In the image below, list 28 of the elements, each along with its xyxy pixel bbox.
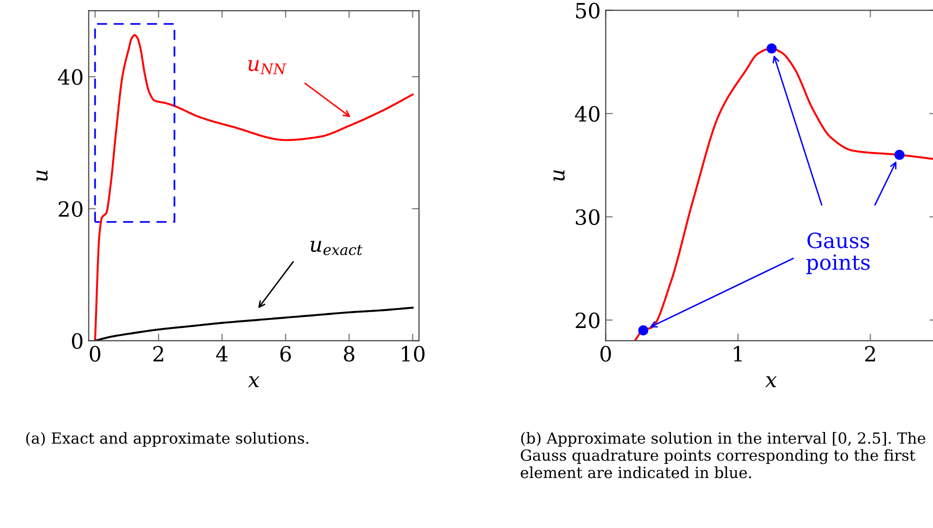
annotation: u$_{exact}$: [310, 240, 362, 256]
y-tick-label: 40: [574, 106, 600, 122]
y-tick-label: 0: [72, 333, 82, 349]
x-tick-label: 2: [865, 346, 875, 362]
text: Gauss points: [806, 232, 870, 274]
x-axis-title: x: [248, 376, 260, 388]
point: [894, 150, 905, 160]
x-tick-label: 0: [600, 346, 611, 362]
x-axis-title: x: [765, 376, 777, 388]
y-axis-title: u: [36, 170, 48, 181]
x-tick-label: 10: [402, 346, 425, 362]
y-tick-label: 40: [58, 69, 82, 85]
point: [766, 43, 777, 54]
x-tick-label: 4: [216, 346, 228, 362]
y-axis-title: u: [554, 170, 565, 181]
x-tick-label: 6: [280, 346, 291, 362]
text: (a) Exact and approximate solutions.: [26, 432, 308, 447]
x-tick-label: 1: [734, 346, 742, 362]
point: [638, 325, 648, 336]
y-tick-label: 20: [576, 312, 600, 328]
x-tick-label: 0: [90, 346, 100, 362]
x-tick-label: 2: [153, 346, 164, 362]
annotation: u$_{NN}$: [248, 60, 286, 74]
y-tick-label: 20: [58, 201, 82, 217]
text: (b) Approximate solution in the interval [0, 2.5]. The Gauss quadrature points corresponding to the first element are indicated in blue.: [520, 432, 926, 478]
y-tick-label: 50: [576, 2, 600, 19]
x-tick-label: 8: [344, 346, 354, 362]
y-tick-label: 30: [576, 209, 600, 226]
